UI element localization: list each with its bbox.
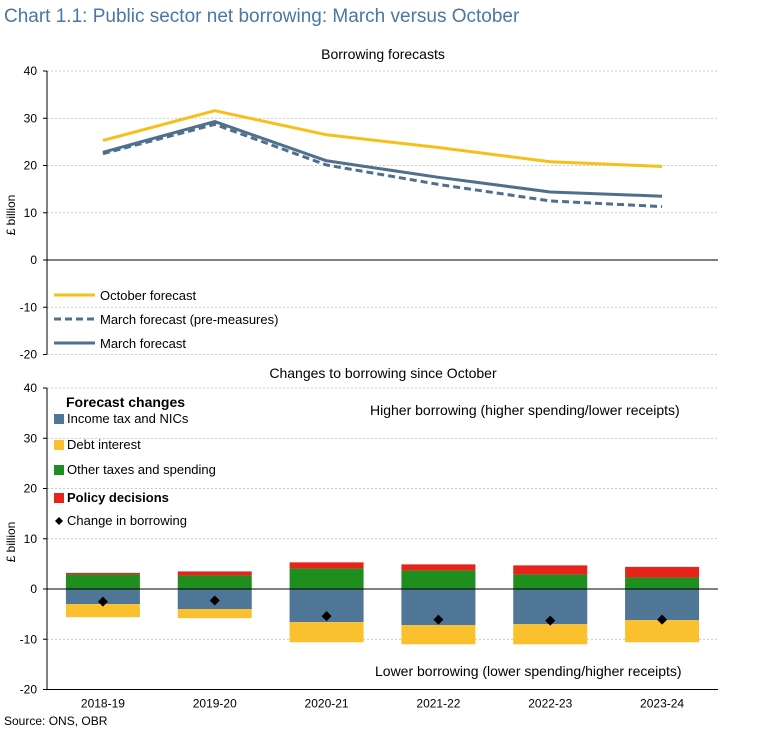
change-marker bbox=[433, 614, 444, 625]
bar-segment bbox=[65, 604, 140, 618]
x-tick-label: 2018-19 bbox=[81, 697, 125, 711]
top-chart-title: Borrowing forecasts bbox=[321, 46, 445, 62]
bar-segment bbox=[513, 574, 588, 589]
top-plot-area: 40 30 20 10 0 -10 -20 bbox=[20, 64, 718, 362]
bar-segment bbox=[65, 589, 140, 605]
bar-segment bbox=[289, 622, 364, 643]
legend-label: Policy decisions bbox=[67, 490, 169, 505]
x-tick-label: 2019-20 bbox=[193, 697, 237, 711]
annotation-lower-borrowing: Lower borrowing (lower spending/higher r… bbox=[375, 663, 682, 679]
x-tick-label: 2021-22 bbox=[416, 697, 460, 711]
legend-label: Debt interest bbox=[67, 437, 141, 452]
bar-segment bbox=[401, 625, 476, 645]
y-tick-label: 0 bbox=[30, 582, 37, 596]
legend-label: March forecast (pre-measures) bbox=[100, 312, 278, 327]
series-line bbox=[102, 120, 663, 198]
legend-label: Change in borrowing bbox=[67, 513, 187, 528]
y-tick-label: -20 bbox=[20, 683, 38, 697]
bar-segment bbox=[513, 565, 588, 575]
y-tick-label: 20 bbox=[24, 159, 38, 173]
bar-segment bbox=[625, 577, 700, 589]
change-marker bbox=[209, 595, 220, 606]
x-tick-label: 2022-23 bbox=[528, 697, 572, 711]
legend-label: Income tax and NICs bbox=[67, 411, 189, 426]
bottom-plot-area: 40 30 20 10 0 -10 -20 2018-19 2019-20 2020-21 2021… bbox=[20, 381, 718, 711]
change-marker bbox=[97, 596, 108, 607]
x-tick-label: 2020-21 bbox=[305, 697, 349, 711]
bottom-legend: Income tax and NICs Debt interest Other ta… bbox=[54, 411, 216, 528]
y-tick-label: -10 bbox=[20, 300, 38, 314]
y-tick-label: 20 bbox=[24, 482, 38, 496]
legend-swatch bbox=[54, 414, 64, 424]
bar-segment bbox=[177, 609, 252, 619]
bottom-y-axis-label: £ billion bbox=[4, 522, 18, 563]
y-tick-label: 10 bbox=[24, 206, 38, 220]
legend-swatch bbox=[55, 517, 63, 525]
bar-segment bbox=[401, 564, 476, 571]
change-marker bbox=[545, 615, 556, 626]
bar-segment bbox=[401, 570, 476, 589]
y-tick-label: 30 bbox=[24, 431, 38, 445]
legend-swatch bbox=[54, 465, 64, 475]
bar-segment bbox=[177, 575, 252, 589]
legend-label: October forecast bbox=[100, 288, 196, 303]
bar-segment bbox=[289, 562, 364, 569]
series-line bbox=[102, 122, 663, 209]
top-legend: October forecast March forecast (pre-meas… bbox=[54, 288, 278, 351]
y-tick-label: -10 bbox=[20, 632, 38, 646]
chart-title: Chart 1.1: Public sector net borrowing: … bbox=[4, 6, 520, 27]
legend-swatch bbox=[54, 440, 64, 450]
legend-label: March forecast bbox=[100, 336, 186, 351]
annotation-higher-borrowing: Higher borrowing (higher spending/lower … bbox=[370, 402, 680, 418]
series-line bbox=[102, 109, 663, 168]
y-tick-label: 40 bbox=[24, 381, 38, 395]
y-tick-label: -20 bbox=[20, 348, 38, 362]
legend-title: Forecast changes bbox=[66, 394, 185, 410]
bar-segment bbox=[177, 571, 252, 576]
legend-swatch bbox=[54, 493, 64, 503]
bar-segment bbox=[625, 620, 700, 643]
x-tick-label: 2023-24 bbox=[640, 697, 684, 711]
y-tick-label: 0 bbox=[30, 253, 37, 267]
bar-segment bbox=[65, 574, 140, 589]
y-tick-label: 30 bbox=[24, 111, 38, 125]
bar-segment bbox=[289, 568, 364, 589]
bottom-chart-title: Changes to borrowing since October bbox=[269, 365, 497, 381]
top-y-axis-label: £ billion bbox=[4, 195, 18, 236]
change-marker bbox=[321, 611, 332, 622]
bar-segment bbox=[65, 572, 140, 575]
y-tick-label: 10 bbox=[24, 532, 38, 546]
bar-segment bbox=[625, 566, 700, 578]
source-note: Source: ONS, OBR bbox=[4, 714, 108, 728]
y-tick-label: 40 bbox=[24, 64, 38, 78]
legend-label: Other taxes and spending bbox=[67, 462, 216, 477]
change-marker bbox=[657, 614, 668, 625]
bar-segment bbox=[513, 624, 588, 645]
